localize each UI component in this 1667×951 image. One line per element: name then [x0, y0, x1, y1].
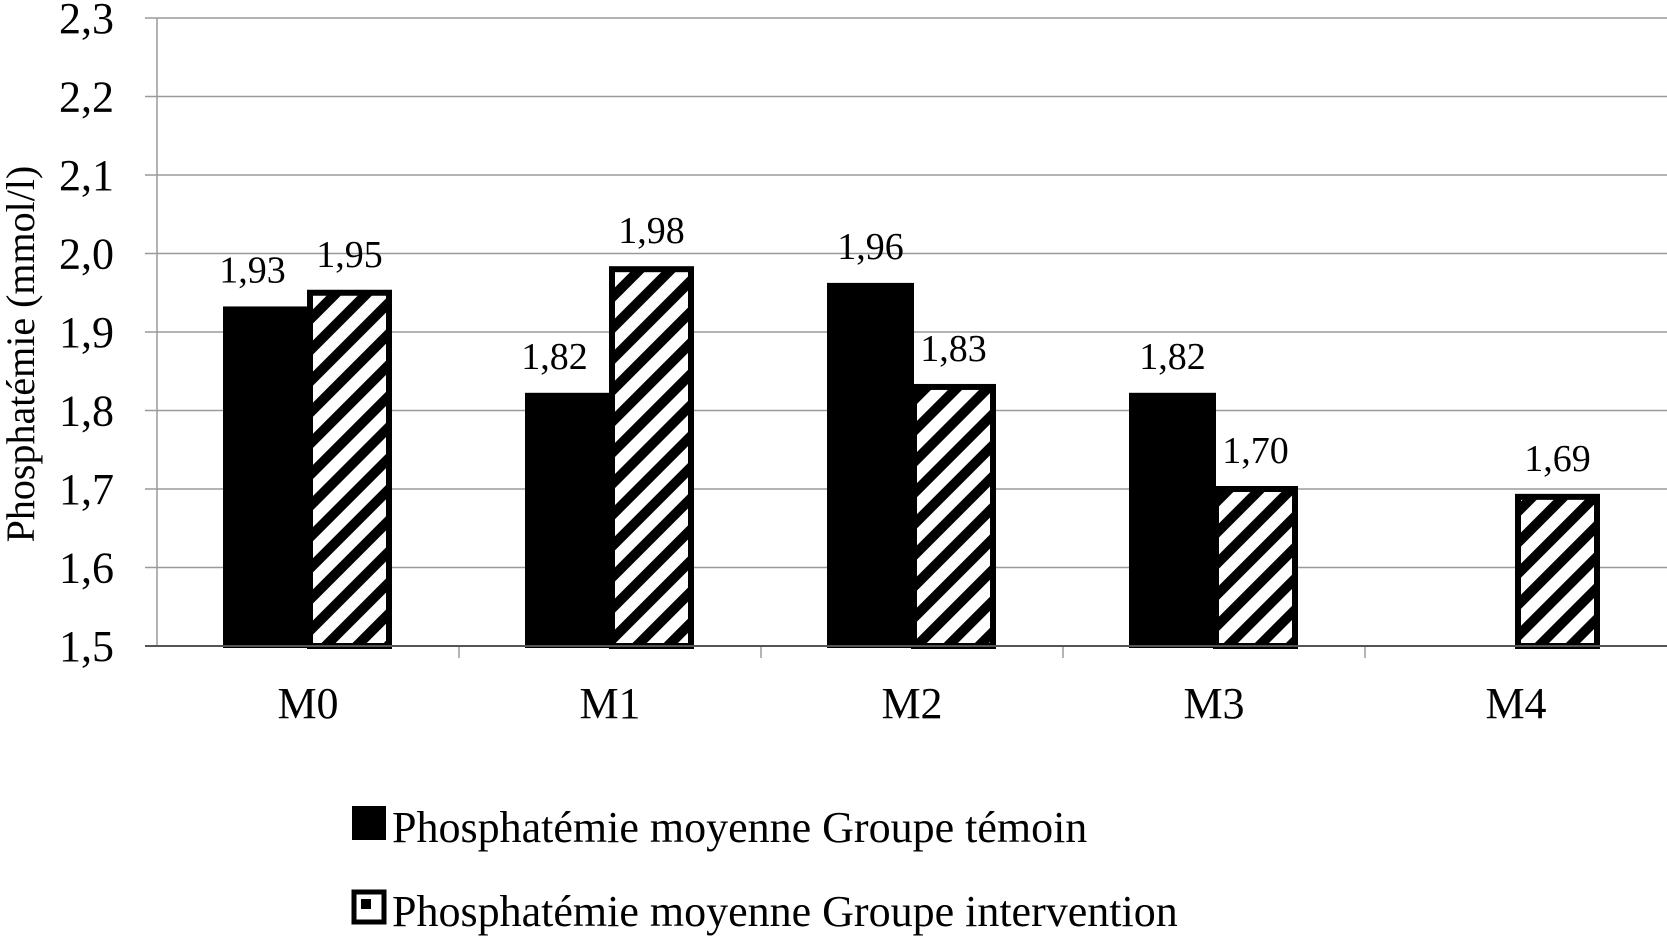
- bar-intervention: [1515, 493, 1600, 649]
- bar-temoin: [223, 306, 310, 648]
- data-label: 1,69: [1524, 438, 1591, 480]
- y-tick-label: 2,0: [59, 230, 114, 279]
- x-axis-categories: M0 M1 M2 M3 M4: [277, 679, 1546, 728]
- x-category-label: M3: [1183, 679, 1244, 728]
- bar-intervention: [307, 289, 392, 649]
- bar-temoin: [1129, 392, 1216, 648]
- x-category-label: M4: [1485, 679, 1546, 728]
- data-labels: 1,93 1,95 1,82 1,98 1,96 1,83 1,82 1,70 1,69: [219, 210, 1591, 480]
- data-label: 1,98: [618, 210, 685, 252]
- y-tick-label: 1,5: [59, 622, 114, 671]
- data-label: 1,70: [1222, 430, 1289, 472]
- bar-temoin: [827, 282, 914, 648]
- legend-swatch-temoin: [352, 806, 386, 840]
- bar-temoin: [525, 392, 612, 648]
- legend-label: Phosphatémie moyenne Groupe témoin: [392, 803, 1087, 852]
- axes: [145, 18, 1667, 658]
- y-tick-label: 1,9: [59, 308, 114, 357]
- y-tick-label: 2,2: [59, 73, 114, 122]
- legend: Phosphatémie moyenne Groupe témoin Phosph…: [351, 803, 1178, 936]
- data-label: 1,83: [920, 328, 987, 370]
- bars: [223, 266, 1600, 649]
- y-axis-ticks: 1,5 1,6 1,7 1,8 1,9 2,0 2,1 2,2 2,3: [59, 0, 114, 671]
- x-category-label: M1: [579, 679, 640, 728]
- bar-intervention: [911, 383, 996, 649]
- y-tick-label: 1,7: [59, 465, 114, 514]
- data-label: 1,95: [316, 234, 383, 276]
- x-category-label: M0: [277, 679, 338, 728]
- x-category-label: M2: [881, 679, 942, 728]
- bar-intervention: [609, 266, 694, 649]
- legend-swatch-hatch-mark: [361, 899, 371, 909]
- y-tick-label: 2,3: [59, 0, 114, 43]
- y-tick-label: 1,6: [59, 544, 114, 593]
- data-label: 1,82: [521, 336, 588, 378]
- data-label: 1,96: [837, 226, 904, 268]
- y-axis-title: Phosphatémie (mmol/l): [0, 166, 43, 543]
- data-label: 1,82: [1139, 336, 1206, 378]
- legend-label: Phosphatémie moyenne Groupe intervention: [392, 887, 1178, 936]
- y-tick-label: 1,8: [59, 387, 114, 436]
- data-label: 1,93: [219, 249, 286, 291]
- bar-intervention: [1213, 486, 1298, 649]
- y-tick-label: 2,1: [59, 151, 114, 200]
